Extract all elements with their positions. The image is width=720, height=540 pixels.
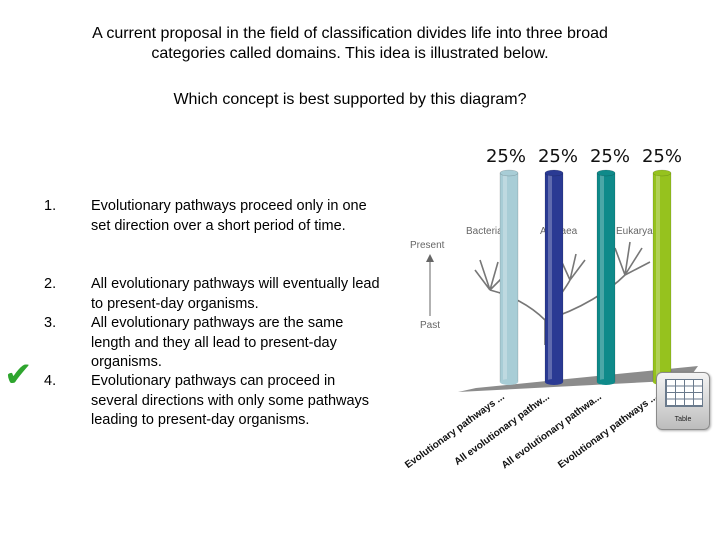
answer-text: All evolutionary pathways are the same l… bbox=[91, 315, 344, 370]
value-label-3: 25% bbox=[590, 146, 630, 167]
tree-branches bbox=[474, 241, 651, 345]
table-grid-icon[interactable]: Table bbox=[656, 372, 710, 430]
answer-number: 3. bbox=[44, 315, 57, 331]
time-arrow-head bbox=[426, 254, 434, 262]
answer-option-2[interactable]: 2. All evolutionary pathways will eventu… bbox=[0, 275, 380, 314]
domain-label-eukarya: Eukarya bbox=[616, 226, 653, 237]
answer-number: 4. bbox=[44, 373, 57, 389]
answer-list: 1. Evolutionary pathways proceed only in… bbox=[0, 197, 380, 450]
bar-2 bbox=[544, 172, 564, 383]
value-label-2: 25% bbox=[538, 146, 578, 167]
bar-3 bbox=[596, 172, 616, 383]
bar-4 bbox=[652, 172, 672, 383]
answer-option-1[interactable]: 1. Evolutionary pathways proceed only in… bbox=[0, 197, 380, 275]
table-icon-label: Table bbox=[674, 416, 692, 423]
domain-label-bacteria: Bacteria bbox=[466, 226, 503, 237]
category-label-4: Evolutionary pathways ... bbox=[556, 391, 660, 471]
bar-cap-4 bbox=[652, 169, 672, 177]
answer-text: Evolutionary pathways proceed only in on… bbox=[91, 198, 367, 234]
bar-highlight-3 bbox=[600, 175, 604, 380]
bar-base-1 bbox=[500, 379, 518, 385]
answer-text: Evolutionary pathways can proceed in sev… bbox=[91, 373, 370, 428]
question-line-2: categories called domains. This idea is … bbox=[151, 45, 549, 62]
value-label-4: 25% bbox=[642, 146, 682, 167]
table-grid-cells bbox=[665, 379, 703, 407]
answer-number: 2. bbox=[44, 276, 57, 292]
bar-highlight-1 bbox=[503, 175, 507, 380]
question-text: A current proposal in the field of class… bbox=[40, 24, 660, 64]
bar-base-2 bbox=[545, 379, 563, 385]
bar-highlight-2 bbox=[548, 175, 552, 380]
category-label-group: Evolutionary pathways ...All evolutionar… bbox=[403, 391, 660, 471]
bar-cap-2 bbox=[544, 169, 564, 177]
value-label-group: 25% 25% 25% 25% bbox=[486, 146, 682, 167]
answer-number: 1. bbox=[44, 198, 57, 214]
bar-cap-1 bbox=[499, 169, 519, 177]
bar-highlight-4 bbox=[656, 175, 660, 380]
question-prompt: Which concept is best supported by this … bbox=[173, 91, 527, 108]
bar-cap-3 bbox=[596, 169, 616, 177]
answer-option-4[interactable]: 4. Evolutionary pathways can proceed in … bbox=[0, 372, 380, 450]
past-label: Past bbox=[420, 320, 440, 331]
value-label-1: 25% bbox=[486, 146, 526, 167]
bar-base-3 bbox=[597, 379, 615, 385]
tree-of-life-diagram: Present Past Bacteria Archaea Eukarya bbox=[410, 226, 653, 345]
response-chart: Present Past Bacteria Archaea Eukarya 25… bbox=[403, 146, 698, 471]
correct-check-icon: ✔ bbox=[4, 355, 33, 395]
bar-1 bbox=[499, 172, 519, 383]
question-line-1: A current proposal in the field of class… bbox=[92, 25, 608, 42]
answer-option-3[interactable]: 3. All evolutionary pathways are the sam… bbox=[0, 314, 380, 372]
present-label: Present bbox=[410, 240, 445, 251]
answer-text: All evolutionary pathways will eventuall… bbox=[91, 276, 380, 312]
category-label-3: All evolutionary pathwa... bbox=[500, 391, 604, 471]
bar-group bbox=[499, 169, 672, 385]
chart-floor bbox=[458, 366, 698, 392]
